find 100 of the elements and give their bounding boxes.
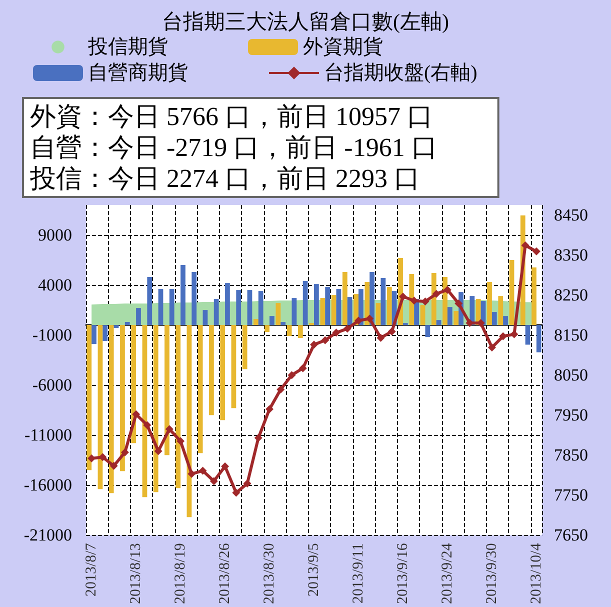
bar <box>231 325 236 408</box>
bar <box>225 283 230 326</box>
point <box>120 448 129 456</box>
bar <box>347 297 352 326</box>
legend-label: 外資期貨 <box>303 36 383 58</box>
point <box>198 466 207 475</box>
point <box>488 343 496 352</box>
bar <box>258 291 264 326</box>
y-tick-label: -1000 <box>32 326 72 345</box>
bar <box>386 287 392 326</box>
chart-title: 台指期三大法人留倉口數(左軸) <box>162 10 449 34</box>
x-tick-label: 2013/9/16 <box>394 542 411 604</box>
bar <box>447 307 452 326</box>
point <box>266 405 274 414</box>
y2-tick-label: 8150 <box>554 326 588 345</box>
x-tick-label: 2013/9/5 <box>306 543 322 597</box>
point <box>443 286 452 294</box>
bar <box>180 265 186 326</box>
bar <box>202 310 208 326</box>
bar <box>120 325 125 472</box>
bar <box>420 305 426 326</box>
bar <box>98 325 103 490</box>
point <box>288 371 296 380</box>
bar <box>242 325 248 370</box>
bar <box>169 289 174 326</box>
bar <box>302 281 308 326</box>
point <box>398 292 407 301</box>
bar <box>503 316 508 326</box>
bar <box>525 325 530 345</box>
bar <box>286 325 292 336</box>
y-tick-label: 4000 <box>38 276 72 295</box>
point <box>165 425 174 434</box>
bar <box>425 325 430 338</box>
point <box>499 332 508 340</box>
bar <box>536 325 542 352</box>
point <box>276 385 285 394</box>
bar <box>253 319 258 326</box>
bar <box>176 325 181 488</box>
bar <box>509 260 514 326</box>
text: 投信：今日 2274 口，前日 2293 口 <box>29 164 420 193</box>
bar <box>325 287 330 326</box>
bar <box>236 290 242 326</box>
bar <box>209 325 214 416</box>
bar <box>487 282 492 326</box>
bar <box>454 311 459 326</box>
legend-label: 投信期貨 <box>87 36 168 58</box>
bar <box>532 267 536 326</box>
x-tick-label: 2013/8/7 <box>84 542 100 597</box>
x-tick-label: 2013/9/30 <box>484 543 500 604</box>
y2-tick-label: 8450 <box>554 206 588 225</box>
bar <box>431 273 436 326</box>
bar <box>314 284 319 326</box>
bar <box>292 298 297 326</box>
text: 外資：今日 5766 口，前日 10957 口 <box>30 102 433 131</box>
point <box>232 488 240 497</box>
y2-tick-label: 8350 <box>554 246 588 265</box>
x-tick-label: 2013/9/11 <box>350 543 366 604</box>
bar <box>376 303 381 326</box>
point <box>132 410 140 418</box>
y2-tick-label: 7850 <box>554 446 588 465</box>
bar <box>498 296 504 326</box>
point <box>510 330 518 338</box>
point <box>343 324 352 333</box>
point <box>454 299 463 308</box>
point <box>532 247 540 256</box>
point <box>143 421 152 430</box>
y2-tick-label: 7650 <box>554 526 588 545</box>
bar <box>264 325 270 332</box>
point <box>354 316 362 325</box>
point <box>366 314 374 323</box>
point <box>221 462 230 470</box>
point <box>210 477 218 486</box>
y2-tick-label: 7950 <box>554 406 588 425</box>
point <box>521 241 530 250</box>
bar <box>192 272 197 326</box>
x-tick-label: 2013/9/24 <box>439 542 456 604</box>
bar <box>364 282 370 326</box>
bar <box>136 308 141 326</box>
y2-tick-label: 8250 <box>554 286 588 305</box>
y2-tick-label: 7750 <box>554 486 588 505</box>
bar <box>409 274 414 326</box>
bar <box>442 277 448 326</box>
point <box>321 336 330 344</box>
bar <box>336 289 342 326</box>
point <box>388 327 396 336</box>
bar <box>214 299 219 326</box>
point <box>421 297 430 306</box>
bar <box>158 289 164 326</box>
bar <box>270 316 274 326</box>
bar <box>198 325 203 454</box>
bar <box>124 322 130 326</box>
bar <box>247 290 252 326</box>
bar <box>102 325 108 342</box>
legend-label: 自營商期貨 <box>88 62 188 84</box>
point <box>176 437 185 446</box>
bar <box>276 303 281 326</box>
bar <box>147 277 152 326</box>
y-tick-label: 9000 <box>38 226 72 245</box>
x-tick-label: 2013/8/13 <box>128 543 144 604</box>
bar <box>436 320 442 326</box>
